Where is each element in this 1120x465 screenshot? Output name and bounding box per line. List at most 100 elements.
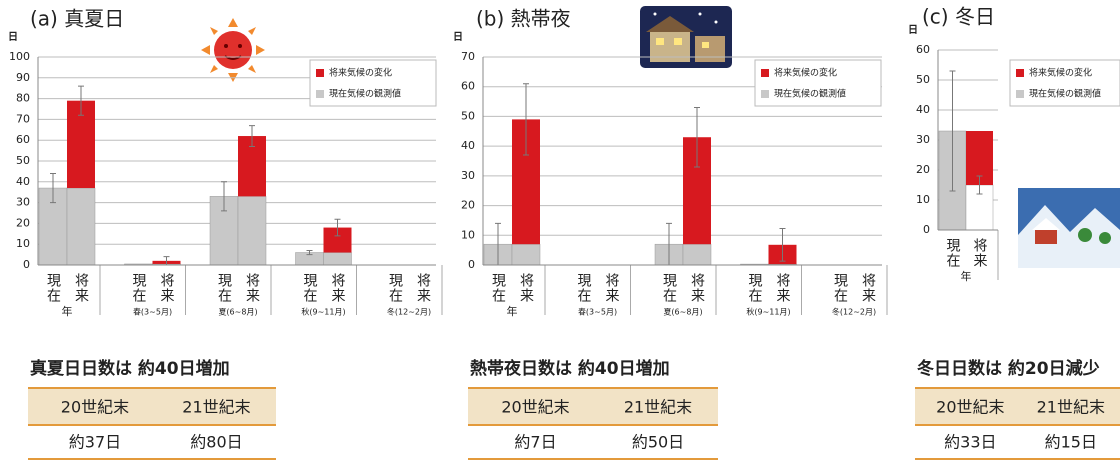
summary-header: 21世紀末 [624, 398, 692, 417]
group-label: 冬(12~2月) [832, 307, 876, 317]
legend-swatch [316, 69, 324, 77]
legend-label: 将来気候の変化 [1029, 67, 1092, 79]
bar-label: 将来 [330, 273, 346, 303]
group-label: 夏(6~8月) [218, 308, 257, 317]
y-axis-unit: 日 [453, 31, 463, 43]
bar-label: 現在 [490, 273, 506, 303]
y-tick-label: 40 [16, 175, 30, 188]
y-tick-label: 30 [461, 169, 475, 182]
legend-label: 将来気候の変化 [774, 67, 837, 79]
group-label: 年 [961, 269, 972, 283]
y-tick-label: 50 [16, 154, 30, 167]
legend-label: 現在気候の観測値 [1029, 88, 1101, 100]
bar-label: 現在 [747, 273, 763, 303]
y-tick-label: 70 [461, 50, 475, 63]
summary-value: 約80日 [190, 433, 242, 452]
bar-label: 現在 [832, 273, 848, 303]
bar-label: 将来 [775, 273, 791, 303]
y-tick-label: 60 [461, 80, 475, 93]
group-label: 春(3~5月) [133, 307, 172, 317]
bar-label: 現在 [302, 273, 318, 303]
summary-value: 約7日 [514, 433, 556, 452]
summary-title: 冬日日数は 約20日減少 [917, 358, 1100, 379]
night-house-icon [640, 6, 732, 68]
legend-swatch [1016, 90, 1024, 98]
group-label: 冬(12~2月) [387, 307, 431, 317]
y-tick-label: 60 [916, 43, 930, 56]
bar-label: 現在 [576, 273, 592, 303]
bar-future-base [512, 244, 540, 265]
y-tick-label: 10 [16, 237, 30, 250]
bar-label: 現在 [387, 273, 403, 303]
bar-future-base [238, 196, 266, 265]
bar-future-base [683, 244, 711, 265]
chart-title: (a) 真夏日 [30, 7, 124, 31]
summary-header: 20世紀末 [61, 398, 129, 417]
snow-icon [1018, 188, 1120, 268]
summary-value: 約15日 [1045, 433, 1097, 452]
bar-label: 現在 [45, 273, 61, 303]
y-tick-label: 30 [16, 196, 30, 209]
y-tick-label: 20 [916, 163, 930, 176]
bar-future-base [324, 253, 352, 265]
group-label: 年 [62, 304, 73, 318]
y-tick-label: 0 [923, 223, 930, 236]
y-tick-label: 60 [16, 133, 30, 146]
summary-title: 熱帯夜日数は 約40日増加 [470, 358, 670, 379]
summary-value: 約33日 [944, 433, 996, 452]
y-tick-label: 30 [916, 133, 930, 146]
legend-swatch [316, 90, 324, 98]
legend-label: 現在気候の観測値 [774, 88, 846, 100]
bar-label: 将来 [604, 273, 620, 303]
bar-label: 将来 [159, 273, 175, 303]
y-tick-label: 20 [16, 216, 30, 229]
summary-header: 20世紀末 [936, 398, 1004, 417]
y-tick-label: 20 [461, 199, 475, 212]
y-axis-unit: 日 [8, 31, 18, 43]
legend-swatch [1016, 69, 1024, 77]
page: (a) 真夏日日0102030405060708090100現在将来年現在将来春… [0, 0, 1120, 461]
summary-title: 真夏日日数は 約40日増加 [30, 358, 230, 379]
group-label: 春(3~5月) [578, 307, 617, 317]
y-tick-label: 40 [916, 103, 930, 116]
y-tick-label: 10 [461, 228, 475, 241]
group-label: 秋(9~11月) [746, 307, 790, 317]
y-axis-unit: 日 [908, 24, 918, 36]
y-tick-label: 0 [468, 258, 475, 271]
legend-swatch [761, 90, 769, 98]
bar-label: 現在 [661, 273, 677, 303]
chart-title: (c) 冬日 [922, 5, 995, 29]
legend-label: 現在気候の観測値 [329, 88, 401, 100]
y-tick-label: 50 [461, 109, 475, 122]
y-tick-label: 50 [916, 73, 930, 86]
y-tick-label: 80 [16, 92, 30, 105]
bar-label: 将来 [73, 273, 89, 303]
sun-icon [201, 18, 265, 82]
group-label: 年 [507, 304, 518, 318]
y-tick-label: 40 [461, 139, 475, 152]
y-tick-label: 100 [9, 50, 30, 63]
bar-label: 現在 [131, 273, 147, 303]
bar-label: 将来 [415, 273, 431, 303]
y-tick-label: 10 [916, 193, 930, 206]
summary-header: 20世紀末 [501, 398, 569, 417]
summary-header: 21世紀末 [1037, 398, 1105, 417]
y-tick-label: 70 [16, 112, 30, 125]
group-label: 秋(9~11月) [301, 307, 345, 317]
y-tick-label: 0 [23, 258, 30, 271]
legend-swatch [761, 69, 769, 77]
bar-future-base [67, 188, 95, 265]
bar-label: 将来 [518, 273, 534, 303]
group-label: 夏(6~8月) [663, 308, 702, 317]
chart-title: (b) 熱帯夜 [476, 7, 571, 31]
summary-header: 21世紀末 [182, 398, 250, 417]
summary-value: 約50日 [632, 433, 684, 452]
chart-page: (a) 真夏日日0102030405060708090100現在将来年現在将来春… [0, 0, 1120, 461]
bar-label: 現在 [216, 273, 232, 303]
legend-label: 将来気候の変化 [329, 67, 392, 79]
y-tick-label: 90 [16, 71, 30, 84]
bar-label: 現在 [945, 238, 961, 268]
summary-value: 約37日 [69, 433, 121, 452]
bar-label: 将来 [860, 273, 876, 303]
bar-label: 将来 [972, 238, 988, 268]
